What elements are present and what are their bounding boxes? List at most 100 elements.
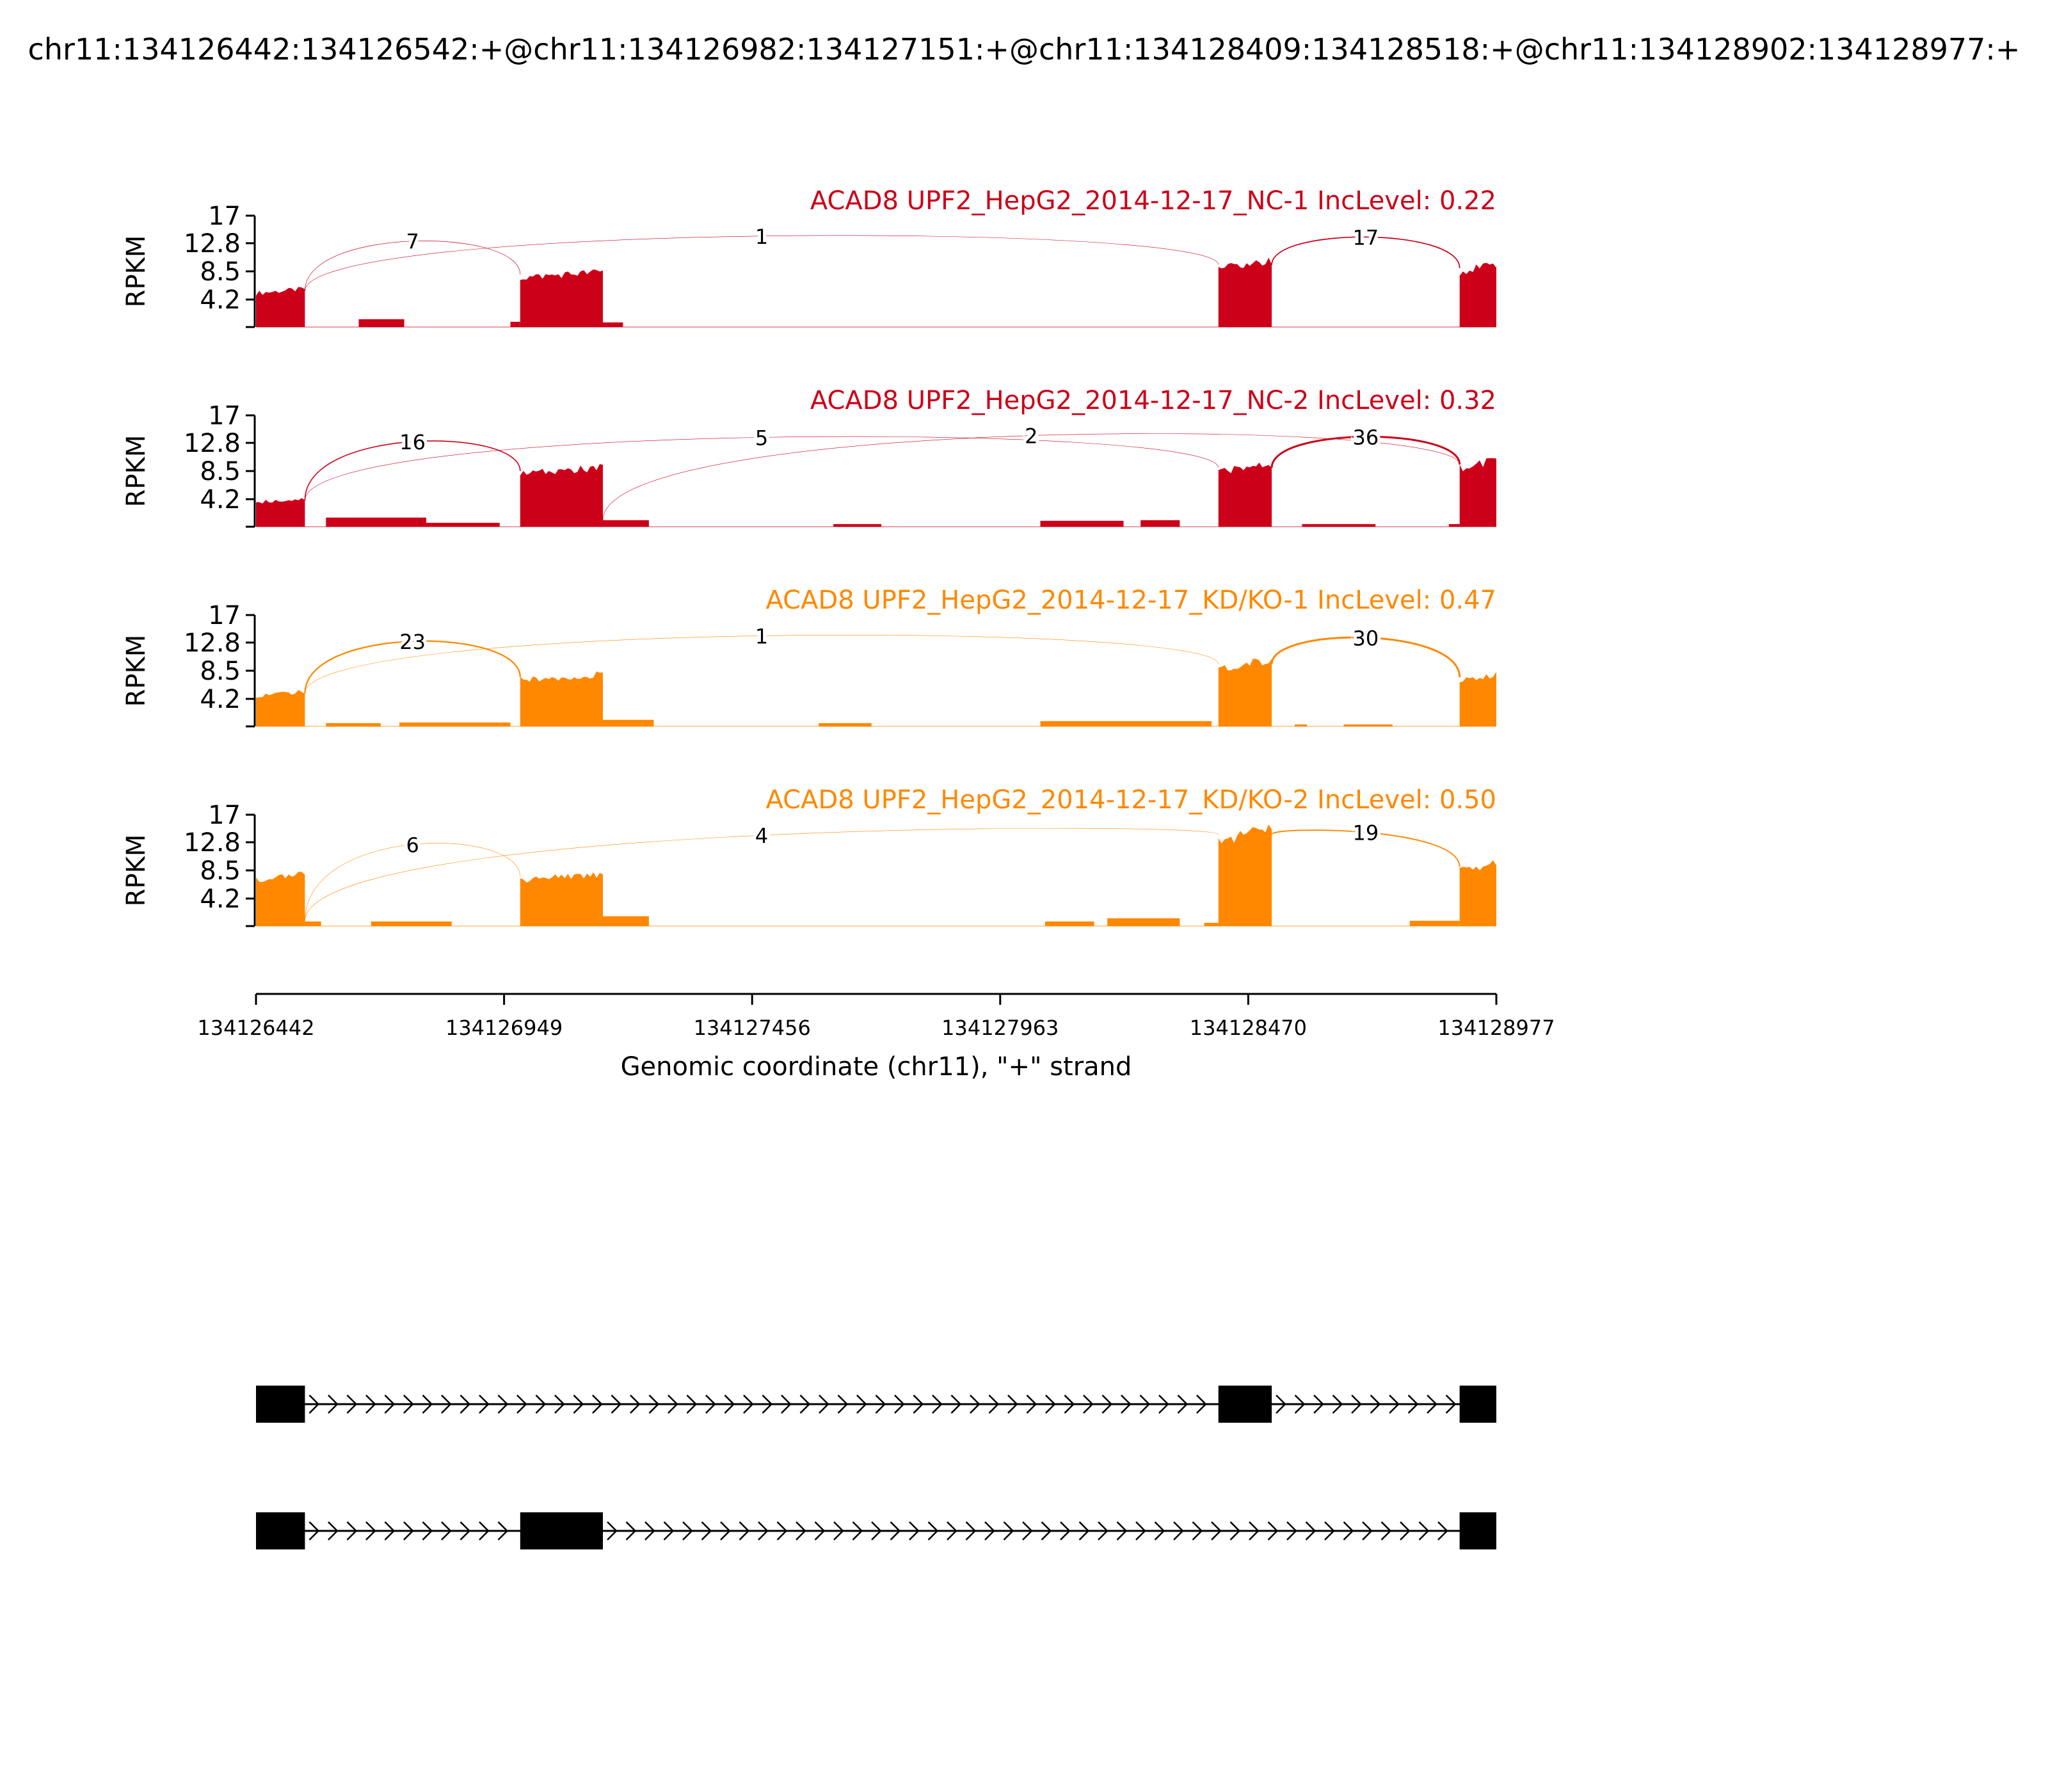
strand-arrow xyxy=(1064,1395,1075,1414)
coverage-block xyxy=(305,921,321,926)
strand-arrow xyxy=(365,1521,376,1540)
coverage-panel-2: 4.28.512.817 RPKM 16 5 2 36 ACAD8 UPF2_HepG2_2… xyxy=(122,386,1496,528)
strand-arrow xyxy=(346,1395,358,1414)
coverage-block xyxy=(326,723,381,726)
strand-arrow xyxy=(1045,1395,1056,1414)
strand-arrow xyxy=(1026,1395,1037,1414)
strand-arrow xyxy=(965,1521,977,1540)
y-tick-label: 12.8 xyxy=(184,229,241,259)
junction-count: 4 xyxy=(755,824,768,848)
strand-arrow xyxy=(1196,1395,1207,1414)
strand-arrow xyxy=(701,1521,712,1540)
strand-arrow xyxy=(365,1395,376,1414)
strand-arrow xyxy=(1249,1521,1260,1540)
coverage-block xyxy=(1295,724,1308,726)
strand-arrow xyxy=(1305,1521,1316,1540)
exon-block xyxy=(256,1386,305,1423)
strand-arrow xyxy=(1445,1395,1457,1414)
strand-arrow xyxy=(1389,1395,1400,1414)
strand-arrow xyxy=(1083,1395,1094,1414)
coverage-block xyxy=(1204,922,1219,926)
sample-label: ACAD8 UPF2_HepG2_2014-12-17_NC-2 IncLeve… xyxy=(810,386,1496,415)
coverage-block xyxy=(1459,671,1496,726)
strand-arrow xyxy=(516,1395,527,1414)
y-tick-label: 4.2 xyxy=(200,285,241,315)
coverage-block xyxy=(256,872,305,926)
junction-count: 1 xyxy=(755,624,768,648)
strand-arrow xyxy=(479,1521,490,1540)
strand-arrow xyxy=(1139,1395,1151,1414)
strand-arrow xyxy=(346,1521,358,1540)
strand-arrow xyxy=(875,1395,886,1414)
strand-arrow xyxy=(799,1395,811,1414)
strand-arrow xyxy=(724,1395,735,1414)
coverage-block xyxy=(371,921,452,926)
coverage-block xyxy=(1040,721,1212,726)
strand-arrow xyxy=(739,1521,750,1540)
strand-arrow xyxy=(1229,1521,1241,1540)
strand-arrow xyxy=(781,1395,792,1414)
y-tick-label: 17 xyxy=(208,202,241,231)
strand-arrow xyxy=(970,1395,980,1414)
junction-arc xyxy=(305,828,1219,922)
coverage-block xyxy=(603,916,649,926)
junction-count: 23 xyxy=(399,630,426,654)
strand-arrow xyxy=(1437,1521,1448,1540)
exon-block xyxy=(1459,1512,1496,1549)
junction-arc xyxy=(602,433,1460,520)
strand-arrow xyxy=(384,1395,396,1414)
strand-arrow xyxy=(384,1521,396,1540)
junction-count: 16 xyxy=(399,430,426,454)
strand-arrow xyxy=(947,1521,957,1540)
coverage-block xyxy=(1140,520,1180,527)
strand-arrow xyxy=(758,1521,769,1540)
y-tick-label: 8.5 xyxy=(200,657,241,686)
junction-count: 17 xyxy=(1353,225,1379,250)
strand-arrow xyxy=(833,1521,844,1540)
strand-arrow xyxy=(1276,1395,1286,1414)
strand-arrow xyxy=(852,1521,863,1540)
y-axis-label: RPKM xyxy=(122,435,151,508)
strand-arrow xyxy=(927,1521,939,1540)
coverage-block xyxy=(1448,524,1460,527)
strand-arrow xyxy=(1158,1395,1169,1414)
strand-arrow xyxy=(648,1395,660,1414)
strand-arrow xyxy=(422,1395,433,1414)
strand-arrow xyxy=(1098,1521,1108,1540)
strand-arrow xyxy=(890,1521,901,1540)
strand-arrow xyxy=(819,1395,829,1414)
strand-arrow xyxy=(1101,1395,1113,1414)
junction-arc xyxy=(305,241,521,291)
y-tick-label: 8.5 xyxy=(200,257,241,287)
strand-arrow xyxy=(403,1395,414,1414)
exon-block xyxy=(1459,1386,1496,1423)
isoform-1 xyxy=(256,1386,1496,1423)
sample-label: ACAD8 UPF2_HepG2_2014-12-17_KD/KO-1 IncL… xyxy=(766,586,1496,615)
strand-arrow xyxy=(1380,1521,1392,1540)
strand-arrow xyxy=(441,1521,452,1540)
coverage-block xyxy=(603,322,623,327)
strand-arrow xyxy=(328,1395,339,1414)
strand-arrow xyxy=(1332,1395,1343,1414)
strand-arrow xyxy=(1173,1521,1184,1540)
strand-arrow xyxy=(796,1521,806,1540)
y-tick-label: 4.2 xyxy=(200,884,241,914)
strand-arrow xyxy=(950,1395,962,1414)
strand-arrow xyxy=(894,1395,905,1414)
x-tick-label: 134126442 xyxy=(197,1016,314,1040)
strand-arrow xyxy=(535,1395,547,1414)
coverage-panel-3: 4.28.512.817 RPKM 23 1 30 ACAD8 UPF2_HepG2_20… xyxy=(122,586,1496,728)
coverage-block xyxy=(358,319,404,327)
strand-arrow xyxy=(1135,1521,1146,1540)
junction-arc xyxy=(1270,636,1461,678)
strand-arrow xyxy=(1003,1521,1014,1540)
strand-arrow xyxy=(1078,1521,1090,1540)
y-tick-label: 8.5 xyxy=(200,856,241,886)
x-axis-label: Genomic coordinate (chr11), "+" strand xyxy=(621,1052,1132,1082)
strand-arrow xyxy=(776,1521,788,1540)
junction-arc xyxy=(1270,435,1461,468)
strand-arrow xyxy=(625,1521,637,1540)
strand-arrow xyxy=(1041,1521,1052,1540)
strand-arrow xyxy=(1418,1521,1430,1540)
coverage-block xyxy=(426,522,500,527)
